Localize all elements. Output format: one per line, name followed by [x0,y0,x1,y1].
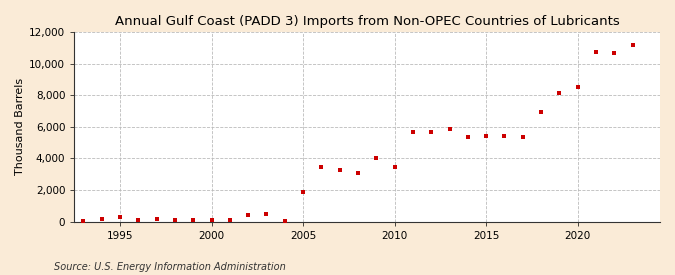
Point [352,171,363,176]
Point [371,156,381,161]
Point [591,50,601,54]
Point [462,135,473,139]
Point [261,212,272,216]
Point [408,129,418,134]
Point [151,217,162,221]
Point [426,130,437,134]
Point [609,51,620,56]
Point [554,91,565,95]
Point [97,217,107,222]
Point [517,135,528,139]
Point [444,127,455,131]
Point [133,217,144,222]
Point [115,215,126,219]
Point [169,218,180,222]
Point [279,219,290,223]
Y-axis label: Thousand Barrels: Thousand Barrels [15,78,25,175]
Point [536,110,547,114]
Point [298,190,308,195]
Point [499,133,510,138]
Point [316,165,327,169]
Point [243,213,254,217]
Text: Source: U.S. Energy Information Administration: Source: U.S. Energy Information Administ… [54,262,286,272]
Point [206,218,217,223]
Point [627,43,638,48]
Point [572,84,583,89]
Point [334,168,345,172]
Point [188,218,198,222]
Point [78,219,89,223]
Title: Annual Gulf Coast (PADD 3) Imports from Non-OPEC Countries of Lubricants: Annual Gulf Coast (PADD 3) Imports from … [115,15,620,28]
Point [389,165,400,169]
Point [481,133,491,138]
Point [225,218,236,223]
